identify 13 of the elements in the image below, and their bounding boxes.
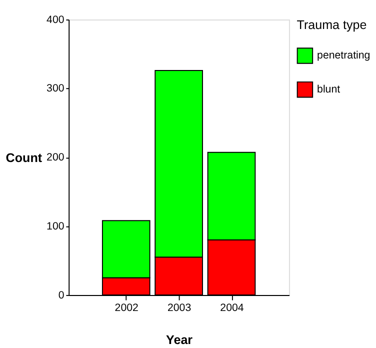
- y-tick-label: 200: [46, 152, 64, 164]
- legend-label: penetrating: [317, 50, 370, 62]
- y-tick-label: 300: [46, 82, 64, 95]
- y-tick-label: 0: [58, 289, 64, 302]
- legend-label: blunt: [317, 83, 340, 96]
- y-axis-title: Count: [6, 151, 43, 166]
- legend-title: Trauma type: [296, 18, 367, 32]
- x-tick-label: 2004: [220, 302, 244, 314]
- x-tick-label: 2003: [167, 302, 192, 314]
- y-tick-label: 100: [46, 220, 64, 232]
- y-tick-label: 400: [46, 14, 64, 26]
- x-axis-title: Year: [166, 332, 193, 347]
- x-tick-label: 2002: [114, 302, 139, 314]
